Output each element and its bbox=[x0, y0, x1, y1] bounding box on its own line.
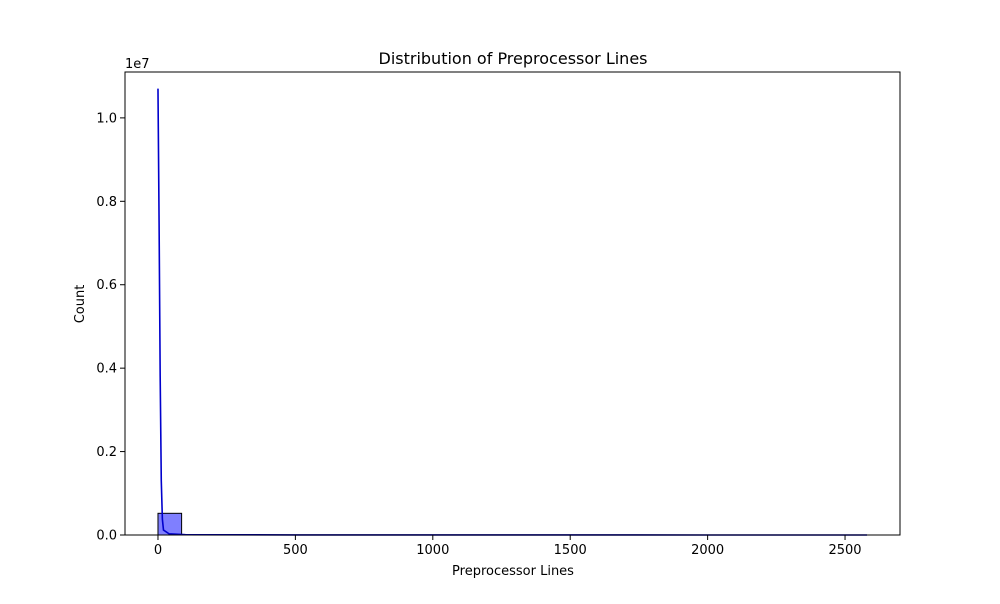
y-tick-label-0: 0.0 bbox=[96, 529, 117, 544]
y-axis-label: Count bbox=[73, 285, 88, 324]
y-tick-label-3: 0.6 bbox=[96, 278, 117, 293]
x-tick-label-2: 1000 bbox=[416, 543, 449, 558]
y-tick-label-5: 1.0 bbox=[96, 111, 117, 126]
x-tick-label-5: 2500 bbox=[828, 543, 861, 558]
chart-title: Distribution of Preprocessor Lines bbox=[379, 49, 648, 68]
y-tick-label-2: 0.4 bbox=[96, 362, 117, 377]
x-tick-label-4: 2000 bbox=[691, 543, 724, 558]
plot-frame bbox=[124, 71, 901, 536]
y-tick-label-1: 0.2 bbox=[96, 445, 117, 460]
y-tick-label-4: 0.8 bbox=[96, 195, 117, 210]
plot-area bbox=[157, 88, 868, 536]
y-offset-label: 1e7 bbox=[125, 57, 150, 72]
x-axis-label: Preprocessor Lines bbox=[452, 564, 574, 579]
x-tick-label-3: 1500 bbox=[554, 543, 587, 558]
kde-line bbox=[157, 88, 868, 536]
x-tick-label-1: 500 bbox=[283, 543, 308, 558]
x-tick-label-0: 0 bbox=[154, 543, 162, 558]
